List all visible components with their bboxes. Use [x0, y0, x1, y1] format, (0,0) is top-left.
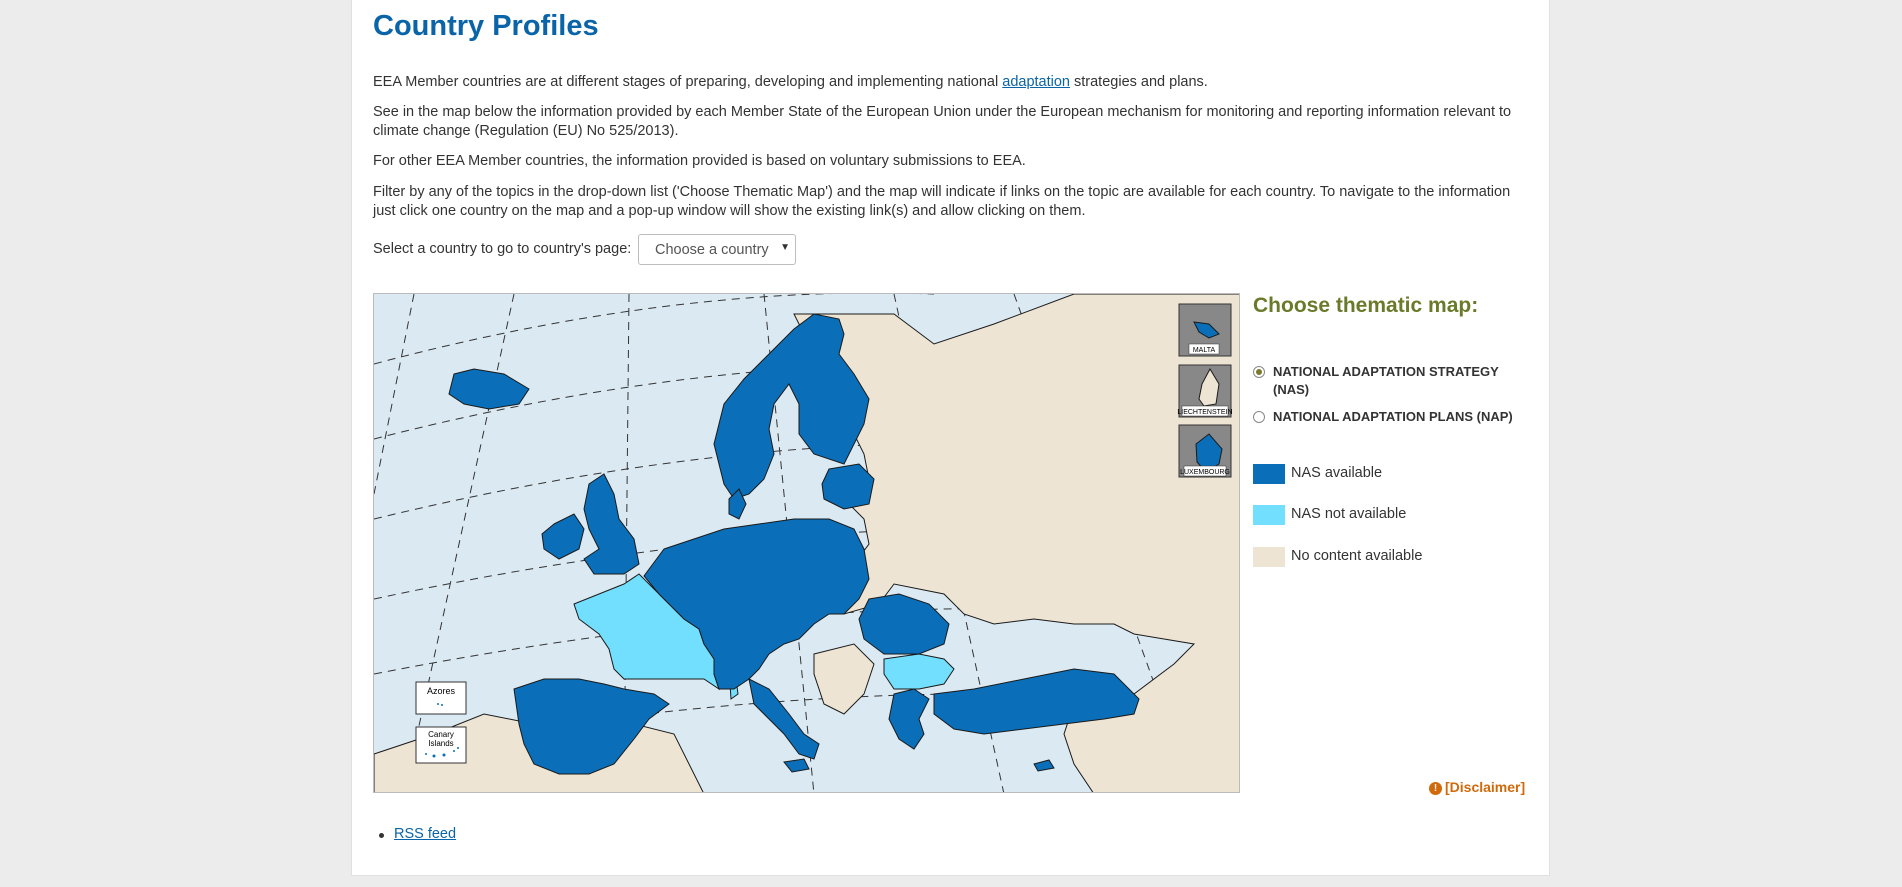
canary-islands-inset-label-2: Islands: [428, 739, 453, 748]
nas-available-regions: [448, 313, 1140, 775]
uk-region: [583, 473, 640, 575]
turkey-region: [933, 668, 1140, 735]
europe-map-svg[interactable]: MALTA LIECHTENSTEIN LUXEMBOURG Azores: [374, 294, 1240, 793]
legend-swatch-no-content: [1253, 547, 1285, 567]
country-select-label: Select a country to go to country's page…: [373, 241, 632, 257]
canary-islands-inset-label: Canary: [428, 730, 454, 739]
greece-region: [888, 688, 930, 750]
denmark-region: [728, 488, 747, 520]
disclaimer-label: [Disclaimer]: [1445, 779, 1526, 795]
iceland-region: [448, 368, 530, 410]
adaptation-link[interactable]: adaptation: [1002, 74, 1070, 90]
intro-paragraph-1: EEA Member countries are at different st…: [373, 73, 1533, 92]
radio-nas-label: NATIONAL ADAPTATION STRATEGY (NAS): [1273, 364, 1499, 397]
exclamation-circle-icon: !: [1429, 782, 1442, 795]
dropdown-arrow-icon: ▼: [780, 242, 790, 253]
nas-not-available-regions: [573, 573, 955, 700]
luxembourg-inset[interactable]: LUXEMBOURG: [1178, 424, 1232, 478]
azores-inset[interactable]: Azores: [415, 681, 467, 715]
romania-region: [858, 593, 950, 655]
radio-nap-label: NATIONAL ADAPTATION PLANS (NAP): [1273, 409, 1513, 424]
radio-unselected-icon[interactable]: [1253, 411, 1265, 423]
country-map[interactable]: MALTA LIECHTENSTEIN LUXEMBOURG Azores: [373, 293, 1240, 793]
iberia-region: [513, 678, 670, 775]
disclaimer-link[interactable]: ! [Disclaimer]: [1429, 779, 1525, 795]
legend-label-no-content: No content available: [1291, 548, 1423, 564]
rss-feed-link[interactable]: RSS feed: [394, 826, 457, 842]
intro-paragraph-3: For other EEA Member countries, the info…: [373, 153, 1026, 169]
central-europe-region: [643, 518, 870, 690]
italy-region: [748, 678, 820, 760]
page-title: Country Profiles: [373, 10, 599, 42]
intro-paragraph-4: Filter by any of the topics in the drop-…: [373, 184, 1511, 219]
thematic-map-title: Choose thematic map:: [1253, 294, 1479, 317]
cyprus-region: [1033, 759, 1055, 772]
bullet-icon: [379, 833, 384, 838]
scandinavia-region: [713, 313, 870, 500]
content-panel: Country Profiles EEA Member countries ar…: [351, 0, 1550, 876]
sicily-region: [783, 758, 810, 773]
intro-paragraph-2: See in the map below the information pro…: [373, 104, 1512, 139]
intro-text-after-link: strategies and plans.: [1069, 74, 1208, 90]
malta-inset-label: MALTA: [1193, 347, 1216, 354]
ireland-region: [541, 513, 585, 560]
canary-islands-inset[interactable]: Canary Islands: [415, 726, 467, 764]
liechtenstein-inset-label: LIECHTENSTEIN: [1177, 409, 1232, 416]
country-dropdown[interactable]: Choose a country ▼: [638, 234, 796, 265]
baltics-region: [821, 463, 875, 510]
legend-label-nas-not-available: NAS not available: [1291, 506, 1407, 522]
radio-selected-icon[interactable]: [1253, 366, 1265, 378]
legend-swatch-nas-not-available: [1253, 505, 1285, 525]
bulgaria-region: [883, 653, 955, 690]
luxembourg-inset-label: LUXEMBOURG: [1180, 469, 1230, 476]
liechtenstein-inset[interactable]: LIECHTENSTEIN: [1177, 364, 1233, 418]
country-dropdown-value: Choose a country: [655, 242, 769, 258]
legend-label-nas-available: NAS available: [1291, 465, 1383, 481]
intro-text-before-link: EEA Member countries are at different st…: [373, 74, 1003, 90]
azores-inset-label: Azores: [427, 686, 456, 696]
malta-inset[interactable]: MALTA: [1178, 303, 1232, 357]
legend-swatch-nas-available: [1253, 464, 1285, 484]
